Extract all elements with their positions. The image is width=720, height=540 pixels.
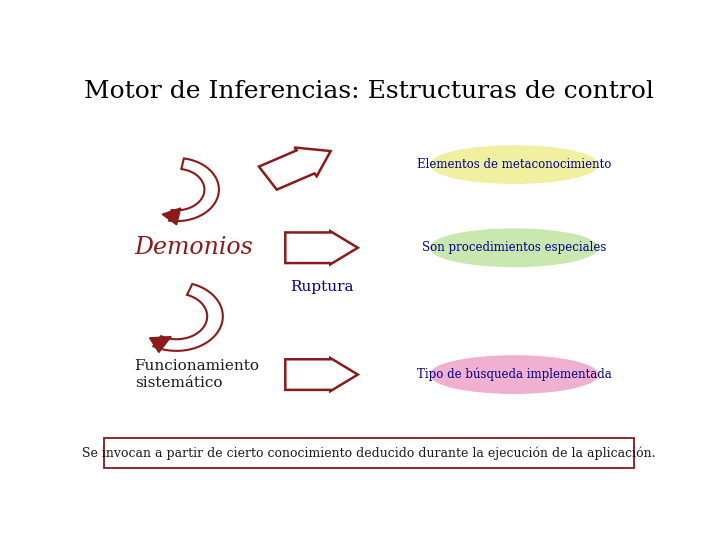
Text: Ruptura: Ruptura (290, 280, 354, 294)
Text: Son procedimientos especiales: Son procedimientos especiales (422, 241, 606, 254)
Polygon shape (162, 208, 181, 225)
Text: Se invocan a partir de cierto conocimiento deducido durante la ejecución de la a: Se invocan a partir de cierto conocimien… (82, 447, 656, 460)
Ellipse shape (431, 356, 598, 393)
Text: Tipo de búsqueda implementada: Tipo de búsqueda implementada (417, 368, 611, 381)
FancyBboxPatch shape (104, 438, 634, 468)
Text: Demonios: Demonios (135, 237, 253, 259)
Text: Funcionamiento
sistemático: Funcionamiento sistemático (135, 360, 260, 390)
Text: Motor de Inferencias: Estructuras de control: Motor de Inferencias: Estructuras de con… (84, 80, 654, 103)
Ellipse shape (431, 146, 598, 183)
Polygon shape (150, 336, 171, 353)
Text: Elementos de metaconocimiento: Elementos de metaconocimiento (417, 158, 611, 171)
Ellipse shape (431, 229, 598, 266)
